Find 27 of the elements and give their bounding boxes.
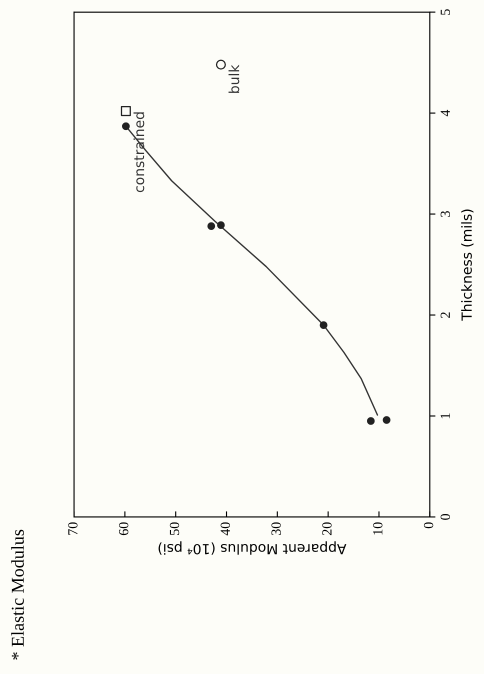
- x-tick-label: 70: [68, 522, 78, 535]
- x-tick-label: 0: [424, 522, 434, 528]
- y-tick-label: 3: [440, 211, 450, 217]
- point: [217, 221, 225, 230]
- text: bulk: [228, 64, 240, 93]
- point: [122, 122, 130, 130]
- y-axis-title: Thickness (mils): [461, 210, 474, 321]
- y-tick-label: 1: [440, 413, 450, 418]
- point: [216, 60, 226, 70]
- text: constrained: [134, 112, 144, 192]
- y-tick-label: 4: [440, 110, 450, 116]
- x-tick-label: 20: [322, 522, 332, 536]
- x-tick-label: 50: [170, 522, 180, 535]
- y-tick-label: 0: [440, 514, 450, 520]
- x-tick-label: 60: [118, 522, 128, 536]
- point: [366, 417, 375, 425]
- point: [382, 416, 390, 424]
- point: [320, 321, 328, 330]
- point: [207, 222, 216, 230]
- text: * Elastic Modulus: [11, 530, 24, 660]
- y-tick-label: 5: [440, 9, 450, 15]
- y-tick-label: 2: [440, 312, 450, 318]
- x-tick-label: 10: [373, 522, 382, 534]
- x-axis-title: Apparent Modulus (10⁴ psi): [158, 541, 346, 555]
- point: [120, 106, 131, 116]
- x-tick-label: 30: [271, 522, 281, 536]
- x-tick-label: 40: [220, 522, 230, 536]
